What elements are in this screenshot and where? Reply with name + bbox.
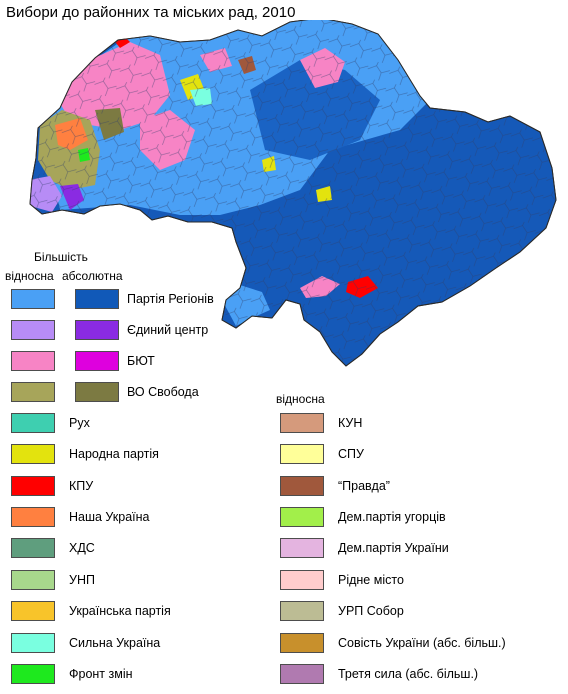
legend-row-khds: ХДС bbox=[11, 538, 95, 558]
map-title: Вибори до районних та міських рад, 2010 bbox=[6, 4, 296, 21]
legend-label: Фронт змін bbox=[69, 667, 133, 681]
legend-row-unp: УНП bbox=[11, 570, 95, 590]
legend-row-urp-sobor: УРП Собор bbox=[280, 601, 404, 621]
legend-row-yedynyi-tsentr: Єдиний центр bbox=[11, 320, 208, 340]
legend-swatch bbox=[280, 507, 324, 527]
legend-label: “Правда” bbox=[338, 479, 390, 493]
legend-swatch-relative bbox=[11, 351, 55, 371]
legend-row-kpu: КПУ bbox=[11, 476, 93, 496]
legend-label: БЮТ bbox=[127, 354, 155, 368]
legend-swatch bbox=[11, 601, 55, 621]
legend-swatch bbox=[11, 570, 55, 590]
legend-swatch-relative bbox=[11, 320, 55, 340]
legend-row-ridne-misto: Рідне місто bbox=[280, 570, 404, 590]
legend-swatch bbox=[11, 444, 55, 464]
legend-row-svoboda: ВО Свобода bbox=[11, 382, 199, 402]
legend-row-sylna-ukraina: Сильна Україна bbox=[11, 633, 160, 653]
legend-label: Українська партія bbox=[69, 604, 171, 618]
legend-swatch bbox=[280, 633, 324, 653]
legend-swatch-relative bbox=[11, 289, 55, 309]
legend-row-nasha-ukraina: Наша Україна bbox=[11, 507, 150, 527]
legend-header-relative-right: відносна bbox=[276, 392, 325, 406]
legend-swatch bbox=[11, 476, 55, 496]
legend-row-front-zmin: Фронт змін bbox=[11, 664, 133, 684]
legend-label: ХДС bbox=[69, 541, 95, 555]
legend-row-dem-partiia-uhortsiv: Дем.партія угорців bbox=[280, 507, 446, 527]
legend-label: УРП Собор bbox=[338, 604, 404, 618]
legend-swatch-absolute bbox=[75, 382, 119, 402]
legend-swatch bbox=[11, 413, 55, 433]
legend-row-ukrainska-partiia: Українська партія bbox=[11, 601, 171, 621]
legend-row-tretia-syla: Третя сила (абс. більш.) bbox=[280, 664, 478, 684]
legend-header-absolute: абсолютна bbox=[62, 269, 123, 283]
legend-swatch-relative bbox=[11, 382, 55, 402]
legend-label: Єдиний центр bbox=[127, 323, 209, 337]
legend-swatch-absolute bbox=[75, 320, 119, 340]
legend-row-narodna-partiia: Народна партія bbox=[11, 444, 159, 464]
legend-header-relative: відносна bbox=[5, 269, 54, 283]
legend-swatch bbox=[11, 664, 55, 684]
legend-label: СПУ bbox=[338, 447, 364, 461]
legend-row-rukh: Рух bbox=[11, 413, 90, 433]
legend-swatch bbox=[280, 601, 324, 621]
legend-label: Народна партія bbox=[69, 447, 159, 461]
legend-label: Дем.партія угорців bbox=[338, 510, 446, 524]
legend-label: КУН bbox=[338, 416, 363, 430]
legend-swatch bbox=[280, 538, 324, 558]
legend-swatch-absolute bbox=[75, 351, 119, 371]
legend-swatch bbox=[11, 507, 55, 527]
legend-swatch bbox=[11, 633, 55, 653]
legend-row-kun: КУН bbox=[280, 413, 362, 433]
legend-label: КПУ bbox=[69, 479, 94, 493]
legend-swatch bbox=[11, 538, 55, 558]
legend-label: Наша Україна bbox=[69, 510, 150, 524]
legend-row-pravda: “Правда” bbox=[280, 476, 390, 496]
legend-label: Дем.партія України bbox=[338, 541, 449, 555]
legend-label: Партія Регіонів bbox=[127, 292, 214, 306]
legend-swatch bbox=[280, 476, 324, 496]
ukraine-map bbox=[29, 20, 557, 367]
legend-row-party-of-regions: Партія Регіонів bbox=[11, 289, 214, 309]
legend-swatch bbox=[280, 664, 324, 684]
legend-swatch bbox=[280, 570, 324, 590]
legend-row-byut: БЮТ bbox=[11, 351, 155, 371]
legend-label: ВО Свобода bbox=[127, 385, 199, 399]
legend-row-spu: СПУ bbox=[280, 444, 364, 464]
legend-row-dem-partiia-ukrainy: Дем.партія України bbox=[280, 538, 449, 558]
legend-swatch bbox=[280, 413, 324, 433]
legend-header-majority: Більшість bbox=[34, 250, 88, 264]
legend-label: Рідне місто bbox=[338, 573, 404, 587]
legend-swatch bbox=[280, 444, 324, 464]
legend-label: Рух bbox=[69, 416, 90, 430]
legend-row-sovist-ukrainy: Совість України (абс. більш.) bbox=[280, 633, 506, 653]
legend-label: Сильна Україна bbox=[69, 636, 161, 650]
legend-label: Третя сила (абс. більш.) bbox=[338, 667, 479, 681]
legend-label: УНП bbox=[69, 573, 95, 587]
legend-label: Совість України (абс. більш.) bbox=[338, 636, 506, 650]
legend-swatch-absolute bbox=[75, 289, 119, 309]
